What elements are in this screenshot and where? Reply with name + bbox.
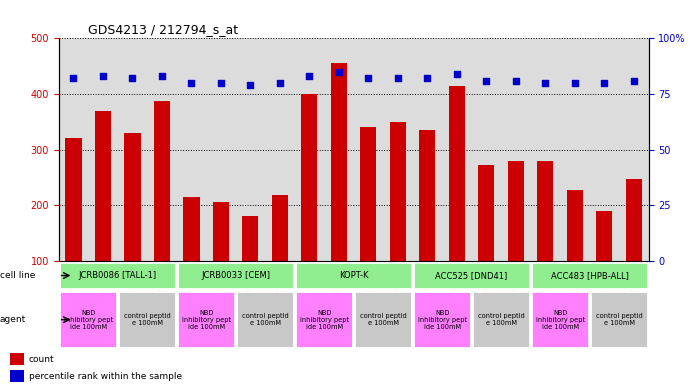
Point [215, 80, 226, 86]
Bar [242, 216, 259, 317]
Point [540, 80, 551, 86]
Text: NBD
inhibitory pept
ide 100mM: NBD inhibitory pept ide 100mM [181, 310, 230, 330]
Text: NBD
inhibitory pept
ide 100mM: NBD inhibitory pept ide 100mM [63, 310, 112, 330]
Bar [295, 262, 412, 290]
Bar [448, 86, 465, 317]
Text: control peptid
e 100mM: control peptid e 100mM [359, 313, 406, 326]
Text: NBD
inhibitory pept
ide 100mM: NBD inhibitory pept ide 100mM [417, 310, 466, 330]
Bar [413, 262, 530, 290]
Text: control peptid
e 100mM: control peptid e 100mM [241, 313, 288, 326]
Point [127, 75, 138, 81]
Point [363, 75, 374, 81]
Bar [213, 202, 229, 317]
Bar [360, 127, 377, 317]
Point [599, 80, 610, 86]
Point [422, 75, 433, 81]
Bar [538, 161, 553, 317]
Text: ACC525 [DND41]: ACC525 [DND41] [435, 271, 508, 280]
Point [97, 73, 108, 79]
Text: control peptid
e 100mM: control peptid e 100mM [477, 313, 524, 326]
Point [275, 80, 286, 86]
Point [304, 73, 315, 79]
Point [68, 75, 79, 81]
Text: GDS4213 / 212794_s_at: GDS4213 / 212794_s_at [88, 23, 238, 36]
Bar [95, 111, 111, 317]
Bar [295, 291, 353, 348]
Bar [236, 291, 294, 348]
Point [629, 78, 640, 84]
Bar [66, 137, 81, 317]
Bar [531, 262, 648, 290]
Bar [124, 133, 141, 317]
Text: JCRB0086 [TALL-1]: JCRB0086 [TALL-1] [79, 271, 157, 280]
Bar [272, 195, 288, 317]
Bar [590, 291, 648, 348]
Bar [413, 291, 471, 348]
Text: percentile rank within the sample: percentile rank within the sample [29, 372, 182, 381]
Text: cell line: cell line [0, 271, 35, 280]
Text: JCRB0033 [CEM]: JCRB0033 [CEM] [201, 271, 270, 280]
Point [451, 71, 462, 77]
Bar [177, 262, 294, 290]
Text: NBD
inhibitory pept
ide 100mM: NBD inhibitory pept ide 100mM [299, 310, 348, 330]
Point [186, 80, 197, 86]
Bar [118, 291, 176, 348]
Bar [626, 179, 642, 317]
Text: count: count [29, 354, 55, 364]
Point [393, 75, 404, 81]
Bar [154, 101, 170, 317]
Point [511, 78, 522, 84]
Bar [566, 190, 583, 317]
Point [481, 78, 492, 84]
Text: ACC483 [HPB-ALL]: ACC483 [HPB-ALL] [551, 271, 629, 280]
Bar [508, 161, 524, 317]
Bar [531, 291, 589, 348]
Bar [390, 122, 406, 317]
Text: agent: agent [0, 315, 26, 324]
Bar [478, 166, 495, 317]
Bar [184, 197, 199, 317]
Bar [302, 94, 317, 317]
Bar [10, 370, 24, 382]
Text: control peptid
e 100mM: control peptid e 100mM [124, 313, 170, 326]
Point [569, 80, 580, 86]
Bar [177, 291, 235, 348]
Bar [354, 291, 412, 348]
Bar [420, 130, 435, 317]
Bar [596, 211, 613, 317]
Point [157, 73, 168, 79]
Text: control peptid
e 100mM: control peptid e 100mM [595, 313, 642, 326]
Point [333, 69, 344, 75]
Bar [331, 63, 347, 317]
Bar [472, 291, 530, 348]
Bar [10, 353, 24, 365]
Bar [59, 291, 117, 348]
Text: KOPT-K: KOPT-K [339, 271, 368, 280]
Text: NBD
inhibitory pept
ide 100mM: NBD inhibitory pept ide 100mM [535, 310, 584, 330]
Point [245, 82, 256, 88]
Bar [59, 262, 176, 290]
